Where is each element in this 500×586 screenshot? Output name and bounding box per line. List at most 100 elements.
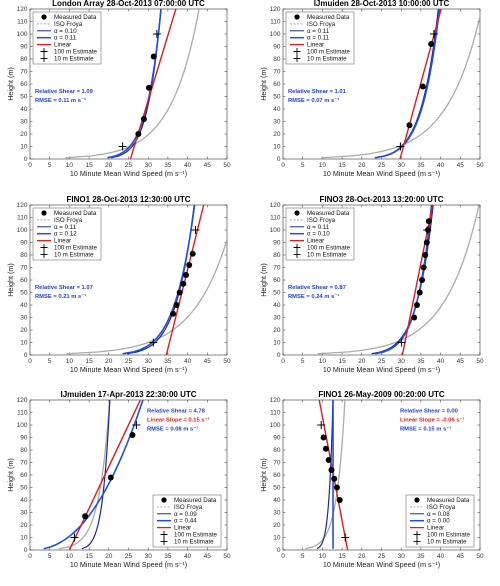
legend-label: α = 0.11: [307, 224, 330, 231]
x-tick-label: 50: [223, 358, 231, 365]
y-tick-label: 100: [17, 422, 28, 429]
legend-symbol-measured: [41, 14, 47, 20]
legend-label: α = 0.11: [54, 35, 77, 42]
y-tick-label: 10: [20, 535, 28, 542]
power-law-curve-1: [81, 400, 111, 550]
x-tick-label: 25: [125, 162, 133, 169]
y-tick-label: 20: [273, 131, 281, 138]
measured-point: [320, 434, 327, 441]
legend-symbol-measured: [41, 210, 47, 216]
y-tick-label: 10: [273, 144, 281, 151]
x-tick-label: 45: [457, 553, 465, 560]
x-tick-label: 0: [281, 162, 285, 169]
x-tick-label: 30: [145, 162, 153, 169]
x-tick-label: 50: [476, 162, 484, 169]
estimate-marker: [70, 533, 79, 542]
annotation-text: Relative Shear = 1.01: [288, 89, 347, 95]
annotation-text: RMSE = 0.15 m s⁻¹: [400, 426, 451, 433]
power-law-curve-1: [371, 205, 434, 355]
estimate-marker: [429, 30, 438, 38]
legend-symbol-measured: [294, 210, 300, 216]
measured-point: [419, 277, 426, 283]
measured-point: [145, 84, 152, 91]
y-tick-label: 120: [17, 6, 28, 13]
y-tick-label: 50: [20, 290, 28, 297]
x-tick-label: 50: [223, 162, 231, 169]
iso-froya-curve: [305, 400, 346, 550]
x-tick-label: 20: [105, 162, 113, 169]
y-tick-label: 120: [270, 202, 281, 209]
x-tick-label: 25: [378, 358, 386, 365]
legend-label: 10 m Estimate: [54, 55, 94, 62]
legend-symbol-estimate: [40, 244, 48, 251]
annotation-text: RMSE = 0.24 m s⁻¹: [288, 293, 339, 300]
y-tick-label: 10: [273, 340, 281, 347]
annotation-text: RMSE = 0.07 m s⁻¹: [288, 97, 339, 104]
y-tick-label: 110: [17, 410, 28, 417]
profile-curves: [305, 400, 349, 550]
estimate-marker: [132, 421, 141, 429]
chart-title: FINO3 28-Oct-2013 13:20:00 UTC: [319, 195, 443, 204]
y-tick-label: 20: [20, 522, 28, 529]
legend-symbol-estimate: [40, 250, 48, 258]
profile-curves: [321, 9, 480, 159]
y-tick-label: 100: [17, 227, 28, 234]
x-tick-label: 15: [338, 553, 346, 560]
x-axis-label: 10 Minute Mean Wind Speed (m s⁻¹): [70, 169, 187, 178]
measured-point: [422, 252, 429, 258]
x-tick-label: 5: [48, 553, 52, 560]
x-tick-label: 5: [301, 358, 305, 365]
y-tick-label: 70: [20, 460, 28, 467]
legend-label: α = 0.09: [174, 511, 197, 518]
legend-label: ISO Froya: [307, 217, 336, 224]
x-tick-label: 10: [319, 553, 327, 560]
estimate-marker: [118, 142, 127, 151]
x-tick-label: 40: [437, 162, 445, 169]
estimate-marker: [317, 421, 326, 429]
x-tick-label: 0: [28, 358, 32, 365]
x-tick-label: 35: [164, 162, 172, 169]
legend-label: 100 m Estimate: [427, 532, 471, 539]
y-tick-label: 80: [20, 447, 28, 454]
y-tick-label: 60: [273, 81, 281, 88]
legend-label: Measured Data: [307, 14, 350, 21]
y-tick-label: 0: [277, 352, 281, 359]
y-tick-label: 0: [24, 156, 28, 163]
x-tick-label: 40: [184, 162, 192, 169]
x-tick-label: 0: [281, 553, 285, 560]
x-tick-label: 20: [358, 162, 366, 169]
x-tick-label: 5: [48, 162, 52, 169]
chart-panel-4: FINO3 28-Oct-2013 13:20:00 UTC 0 5 10 15 20 25…: [259, 195, 484, 374]
power-law-curve-2: [374, 205, 433, 355]
y-axis-label: Height (m): [6, 263, 15, 297]
x-tick-label: 25: [378, 553, 386, 560]
y-tick-label: 40: [20, 497, 28, 504]
y-axis-label: Height (m): [259, 263, 268, 297]
x-tick-label: 50: [476, 358, 484, 365]
x-axis-label: 10 Minute Mean Wind Speed (m s⁻¹): [323, 169, 440, 178]
chart-title: FINO1 26-May-2009 00:20:00 UTC: [318, 390, 445, 399]
chart-panel-3: FINO1 28-Oct-2013 12:30:00 UTC 0 5 10 15 20 25…: [6, 195, 231, 374]
estimate-marker: [152, 30, 161, 38]
annotation-text: Relative Shear = 1.07: [35, 285, 93, 291]
y-tick-label: 60: [273, 277, 281, 284]
measured-point: [135, 131, 142, 137]
x-tick-label: 25: [125, 553, 133, 560]
estimate-marker: [397, 338, 406, 347]
measured-point: [82, 513, 89, 520]
annotation-text: Linear Slope = 0.15 s⁻¹: [147, 417, 210, 424]
y-tick-label: 50: [273, 290, 281, 297]
x-tick-label: 15: [85, 162, 93, 169]
y-tick-label: 100: [270, 31, 281, 38]
measured-point: [419, 83, 426, 90]
x-tick-label: 15: [85, 358, 93, 365]
legend-label: 100 m Estimate: [54, 245, 98, 252]
x-tick-label: 40: [437, 358, 445, 365]
x-tick-label: 10: [66, 162, 74, 169]
x-tick-label: 30: [145, 358, 153, 365]
power-law-curve-2: [43, 400, 144, 550]
x-axis-label: 10 Minute Mean Wind Speed (m s⁻¹): [323, 560, 440, 569]
x-tick-label: 25: [378, 162, 386, 169]
